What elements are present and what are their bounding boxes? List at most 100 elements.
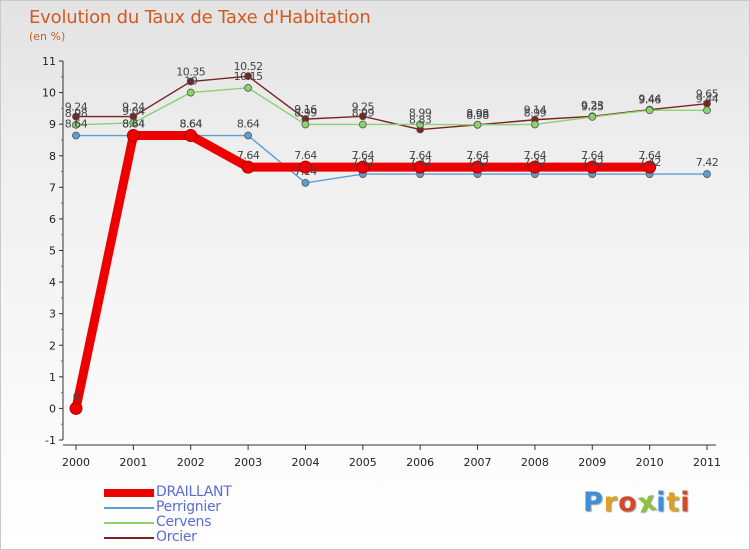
data-point-draillant <box>528 160 542 174</box>
data-label-orcier: 10.35 <box>176 66 205 79</box>
data-point-cervens <box>186 88 195 97</box>
data-label-perrignier: 8.64 <box>65 118 88 131</box>
data-point-perrignier <box>703 170 711 178</box>
data-label-perrignier: 7.42 <box>466 156 489 169</box>
y-tick-label: 11 <box>42 55 56 68</box>
data-point-cervens <box>244 83 252 92</box>
y-tick-label: -1 <box>45 434 56 447</box>
data-point-draillant <box>126 129 140 143</box>
data-point-draillant <box>298 160 312 174</box>
data-point-draillant <box>241 160 255 174</box>
y-tick-label: 9 <box>49 118 56 131</box>
data-label-cervens: 8.99 <box>409 106 432 119</box>
series-points <box>69 72 711 415</box>
x-tick-label: 2004 <box>291 456 319 469</box>
data-label-perrignier: 7.42 <box>638 156 661 169</box>
proxiti-logo: Proxiti <box>583 485 691 520</box>
x-tick-label: 2006 <box>406 456 434 469</box>
data-point-draillant <box>356 160 370 174</box>
data-point-cervens <box>301 120 310 129</box>
x-tick-label: 2005 <box>349 456 377 469</box>
data-label-orcier: 9.16 <box>294 103 317 116</box>
data-label-orcier: 9.14 <box>524 104 547 117</box>
data-point-perrignier <box>244 131 252 140</box>
data-label-orcier: 9.35 <box>581 100 604 113</box>
data-label-cervens: 9.44 <box>696 92 719 105</box>
data-label-perrignier: 7.42 <box>409 156 432 169</box>
series-line-perrignier <box>76 134 707 184</box>
data-label-perrignier: 7.42 <box>524 156 547 169</box>
data-label-draillant: 7.64 <box>466 149 489 162</box>
data-label-orcier: 8.83 <box>409 114 432 127</box>
data-label-orcier: 9.46 <box>638 94 661 107</box>
data-point-draillant <box>471 160 485 174</box>
x-tick-label: 2007 <box>464 456 492 469</box>
y-tick-label: 4 <box>49 276 56 289</box>
legend-label: Cervens <box>156 514 212 530</box>
y-tick-label: 6 <box>49 213 56 226</box>
data-point-draillant <box>585 160 599 174</box>
data-label-cervens: 8.98 <box>65 107 88 120</box>
data-label-perrignier: 8.64 <box>122 118 145 131</box>
data-label-cervens: 8.99 <box>294 106 317 119</box>
x-tick-label: 2010 <box>636 456 664 469</box>
data-label-cervens: 8.98 <box>466 107 489 120</box>
legend-swatch <box>104 522 154 524</box>
data-point-orcier <box>358 112 367 121</box>
x-tick-label: 2002 <box>177 456 205 469</box>
data-point-draillant <box>69 401 83 415</box>
x-tick-label: 2001 <box>119 456 147 469</box>
data-label-cervens: 9.44 <box>638 92 661 105</box>
data-label-cervens: 9.04 <box>122 105 145 118</box>
data-label-orcier: 9.65 <box>696 88 719 101</box>
x-tick-label: 2003 <box>234 456 262 469</box>
y-tick-label: 0 <box>49 402 56 415</box>
data-label-draillant: 7.64 <box>581 149 604 162</box>
y-tick-label: 1 <box>49 371 56 384</box>
data-point-cervens <box>703 106 711 115</box>
series-line-cervens <box>75 87 707 126</box>
y-tick-label: 3 <box>49 308 56 321</box>
data-label-perrignier: 7.42 <box>581 156 604 169</box>
data-point-cervens <box>531 120 539 129</box>
data-label-cervens: 10.15 <box>234 70 263 83</box>
data-label-perrignier: 7.42 <box>352 156 375 169</box>
y-tick-label: 7 <box>49 181 56 194</box>
legend-swatch <box>104 537 154 539</box>
chart-title: Evolution du Taux de Taxe d'Habitation <box>29 7 371 28</box>
data-label-draillant: 8.64 <box>179 118 202 131</box>
data-label-draillant: 7.64 <box>409 149 432 162</box>
data-label-draillant: 8.64 <box>122 118 145 131</box>
data-label-orcier: 9.24 <box>122 101 145 114</box>
data-label-perrignier: 8.64 <box>179 118 202 131</box>
y-tick-label: 5 <box>49 245 56 258</box>
data-label-cervens: 8.99 <box>352 106 375 119</box>
data-point-draillant <box>184 129 198 143</box>
legend-swatch <box>104 489 154 497</box>
x-tick-label: 2009 <box>578 456 606 469</box>
legend-label: Orcier <box>156 529 197 545</box>
data-point-cervens <box>473 120 482 129</box>
data-point-cervens <box>358 120 367 129</box>
data-point-orcier <box>72 112 80 121</box>
data-point-perrignier <box>301 179 310 187</box>
data-point-cervens <box>416 120 425 129</box>
y-tick-label: 8 <box>49 150 56 163</box>
legend-label: DRAILLANT <box>156 484 232 500</box>
data-label-cervens: 9.23 <box>581 99 604 112</box>
legend-label: Perrignier <box>156 499 221 515</box>
data-point-cervens <box>129 119 138 127</box>
x-tick-label: 2011 <box>693 456 721 469</box>
axes: -1 0 1 2 3 4 5 6 7 8 9 10 11 2000 2001 2002 2003 2004 2005… <box>42 55 721 469</box>
data-label-perrignier: 8.64 <box>237 118 260 131</box>
data-point-perrignier <box>72 131 80 140</box>
data-label-cervens: 10 <box>184 75 197 88</box>
data-label-draillant: 7.64 <box>294 149 317 162</box>
data-label-orcier: 9.25 <box>352 100 375 113</box>
data-label-draillant: 7.64 <box>524 149 547 162</box>
data-point-draillant <box>643 160 657 174</box>
data-point-draillant <box>413 160 427 174</box>
data-label-draillant: 0 <box>73 390 80 403</box>
y-tick-label: 10 <box>42 87 56 100</box>
